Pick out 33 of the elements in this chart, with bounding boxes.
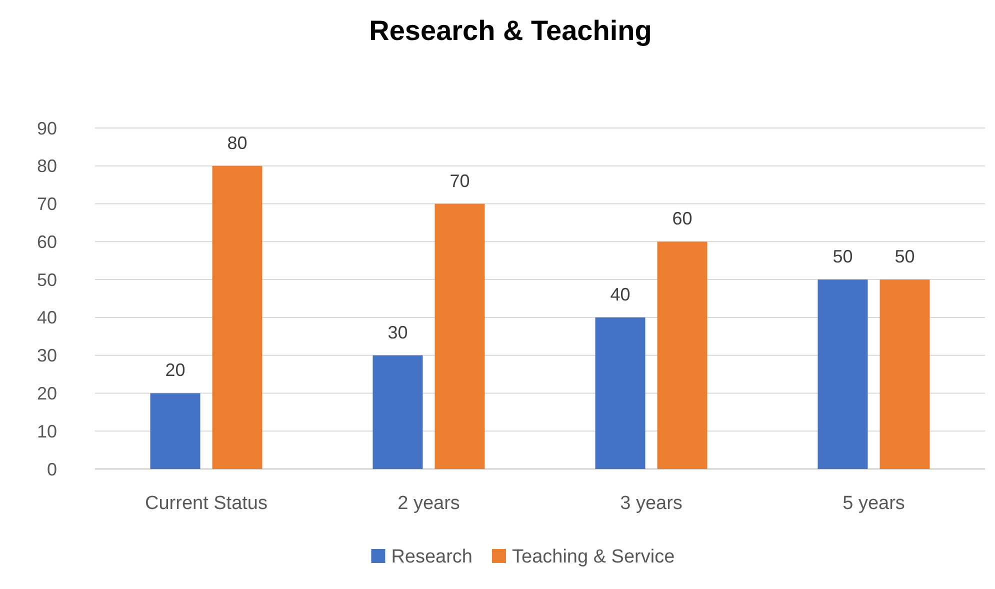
y-tick-label: 50 — [36, 270, 57, 290]
bar — [150, 393, 200, 469]
y-tick-label: 10 — [36, 421, 57, 442]
x-tick-label: Current Status — [145, 493, 268, 514]
bar — [880, 280, 930, 469]
bar — [595, 317, 646, 469]
data-label: 70 — [450, 170, 470, 191]
data-label: 80 — [227, 132, 248, 153]
bar — [434, 204, 485, 469]
data-label: 20 — [165, 360, 186, 380]
x-tick-label: 3 years — [620, 493, 682, 514]
bar — [372, 355, 423, 469]
y-tick-label: 90 — [36, 118, 57, 138]
data-label: 60 — [672, 208, 692, 229]
y-tick-label: 80 — [36, 156, 57, 176]
legend-label: Teaching & Service — [512, 546, 675, 568]
bar — [657, 242, 708, 469]
x-tick-label: 2 years — [398, 493, 460, 514]
y-tick-label: 20 — [36, 384, 57, 404]
y-tick-label: 60 — [36, 232, 57, 252]
y-tick-label: 30 — [36, 346, 57, 366]
x-tick-label: 5 years — [842, 493, 905, 514]
data-label: 50 — [894, 246, 915, 267]
bar — [818, 280, 868, 469]
y-tick-label: 0 — [46, 459, 57, 480]
data-label: 30 — [388, 322, 408, 342]
data-label: 40 — [610, 284, 630, 304]
y-tick-label: 40 — [36, 308, 57, 328]
data-label: 50 — [832, 246, 853, 267]
chart-title: Research & Teaching — [369, 15, 652, 46]
legend-label: Research — [391, 546, 473, 568]
bar — [212, 166, 262, 469]
y-tick-label: 70 — [36, 194, 57, 214]
